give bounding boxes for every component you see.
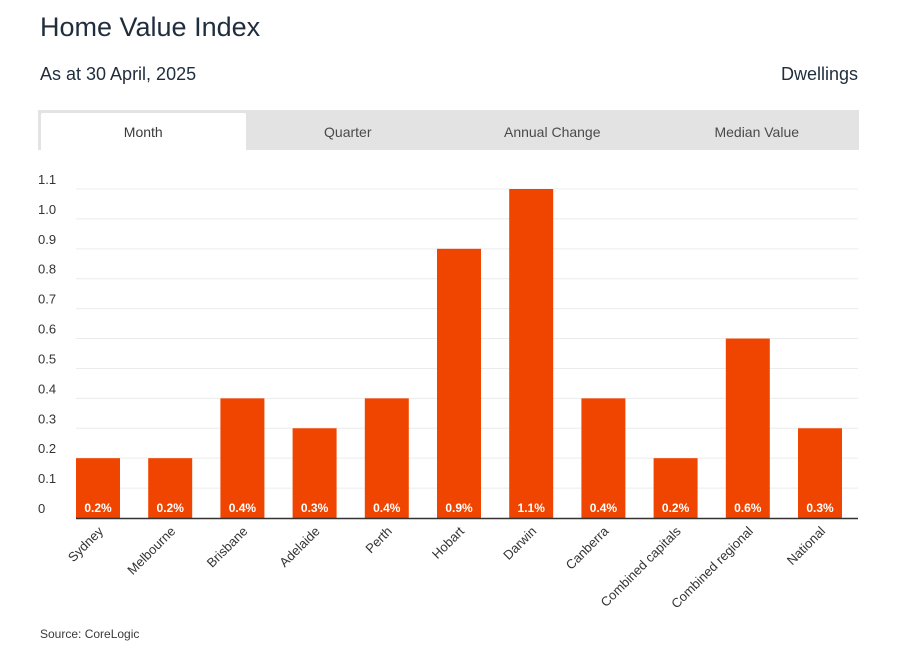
y-tick-label: 0.9: [38, 232, 56, 247]
y-tick-label: 0.6: [38, 322, 56, 337]
x-category-label: Combined regional: [668, 523, 756, 611]
x-category-label: Canberra: [563, 523, 612, 572]
bar[interactable]: [509, 189, 554, 518]
x-category-label: Hobart: [429, 523, 467, 561]
bar[interactable]: [364, 398, 409, 518]
bar[interactable]: [798, 428, 842, 518]
dwelling-type-label: Dwellings: [780, 64, 858, 84]
bar[interactable]: [148, 458, 193, 518]
bar-data-label: 0.4%: [229, 501, 257, 515]
y-tick-label: 0.3: [38, 411, 56, 426]
x-category-label: Melbourne: [124, 524, 178, 578]
bar-data-label: 0.2%: [84, 501, 112, 515]
period-tabs: Month Quarter Annual Change Median Value: [38, 110, 859, 150]
bar-data-label: 0.3%: [806, 501, 834, 515]
tab-quarter[interactable]: Quarter: [324, 123, 372, 140]
bar[interactable]: [437, 248, 481, 518]
y-tick-label: 0.1: [38, 471, 56, 486]
bar-data-label: 0.4%: [590, 501, 618, 515]
bar-data-label: 0.4%: [373, 501, 401, 515]
y-tick-label: 0.2: [38, 441, 56, 456]
tab-annual-change[interactable]: Annual Change: [503, 123, 601, 140]
bar[interactable]: [220, 398, 265, 518]
y-tick-label: 0.8: [38, 262, 56, 277]
x-category-label: Darwin: [500, 524, 539, 563]
y-tick-label: 1.0: [38, 202, 56, 217]
y-tick-label: 0.4: [38, 381, 56, 396]
page-title: Home Value Index: [40, 12, 261, 42]
x-category-label: Sydney: [65, 523, 107, 565]
x-category-label: Adelaide: [276, 524, 322, 570]
bar-data-label: 0.3%: [301, 501, 329, 515]
x-category-label: Brisbane: [204, 524, 251, 571]
bar[interactable]: [292, 428, 337, 518]
x-category-label: National: [784, 523, 828, 567]
bar-data-label: 0.9%: [445, 501, 473, 515]
bar-data-label: 0.2%: [662, 501, 690, 515]
y-tick-label: 0.7: [38, 292, 56, 307]
tab-month[interactable]: Month: [41, 113, 246, 150]
as-at-date: As at 30 April, 2025: [40, 64, 197, 84]
y-tick-label: 0.5: [38, 351, 56, 366]
y-tick-label: 1.1: [38, 172, 56, 187]
bar[interactable]: [725, 338, 770, 518]
y-tick-label: 0: [38, 501, 45, 516]
x-category-label: Perth: [362, 524, 395, 557]
bar[interactable]: [581, 398, 626, 518]
tab-median-value[interactable]: Median Value: [714, 123, 800, 140]
source-note: Source: CoreLogic: [40, 627, 140, 641]
bar-data-label: 1.1%: [518, 501, 546, 515]
bar-data-label: 0.2%: [157, 501, 185, 515]
bar-data-label: 0.6%: [734, 501, 762, 515]
bar[interactable]: [653, 458, 698, 518]
bar[interactable]: [76, 458, 120, 518]
